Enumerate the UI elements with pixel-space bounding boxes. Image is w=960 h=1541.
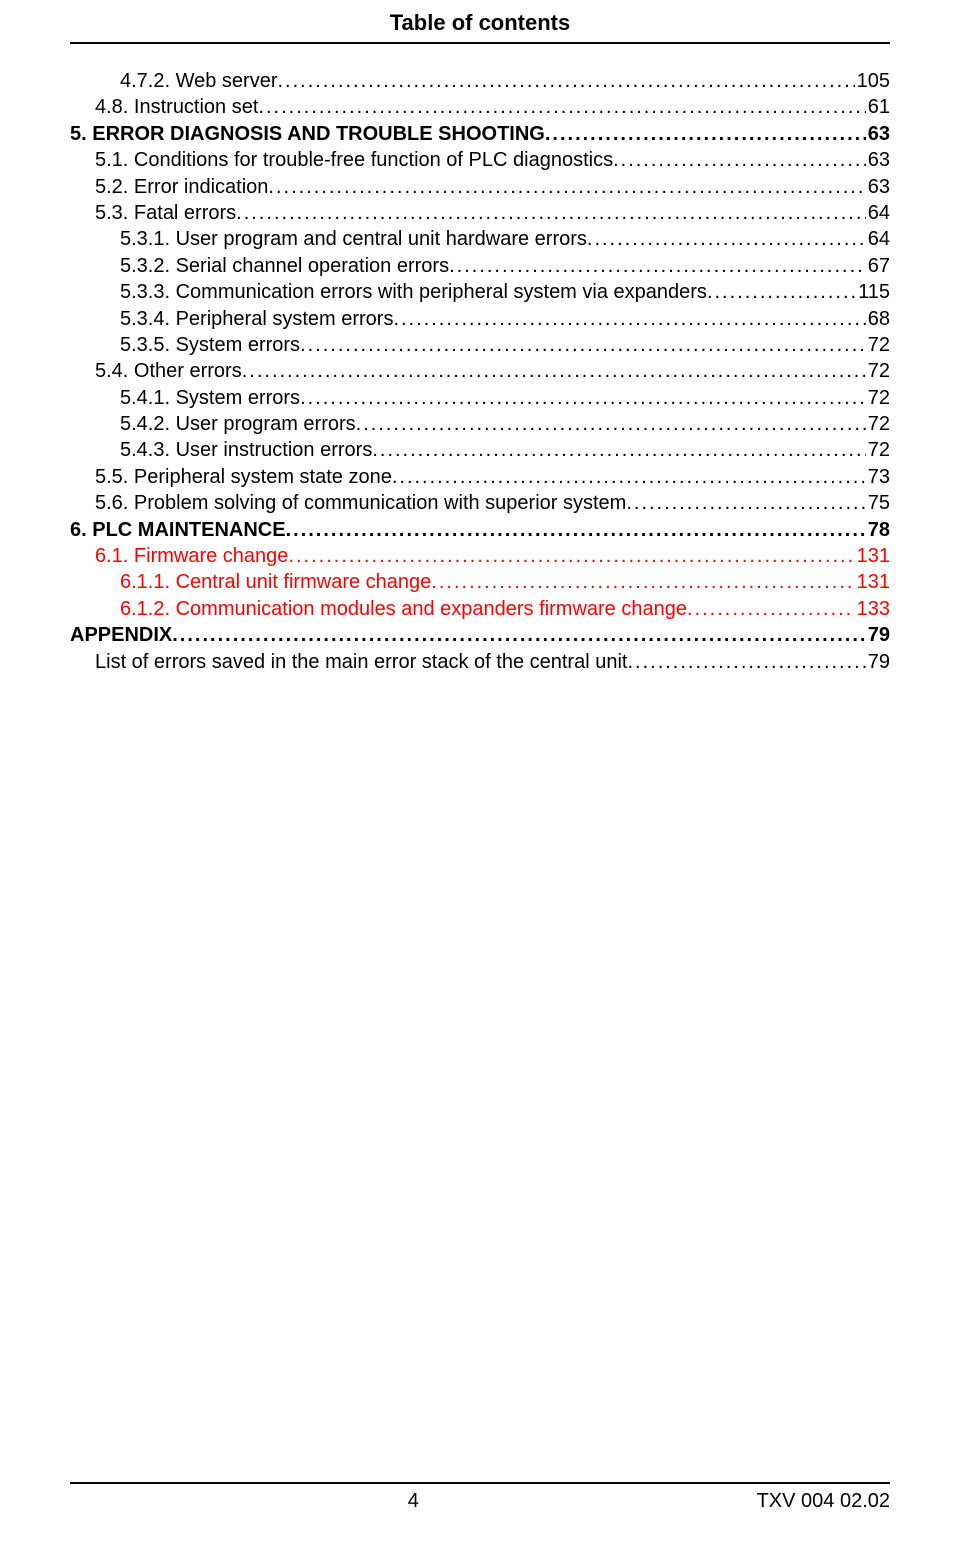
toc-leader-dots (393, 306, 865, 332)
toc-entry-label: 5.2. Error indication (95, 174, 268, 200)
toc-entry-label: 6. PLC MAINTENANCE (70, 517, 286, 543)
page: Table of contents 4.7.2. Web server1054.… (0, 0, 960, 1541)
toc-entry[interactable]: APPENDIX 79 (70, 622, 890, 648)
toc-entry[interactable]: 5.3.5. System errors 72 (70, 332, 890, 358)
toc-entry-page: 115 (856, 279, 890, 305)
footer-doc-code: TXV 004 02.02 (757, 1490, 890, 1513)
toc-entry[interactable]: 5. ERROR DIAGNOSIS AND TROUBLE SHOOTING 6… (70, 121, 890, 147)
toc-entry-page: 72 (866, 358, 890, 384)
toc-entry-page: 78 (866, 517, 890, 543)
toc-entry-label: 5.4.2. User program errors (120, 411, 356, 437)
toc-entry[interactable]: 5.3.2. Serial channel operation errors 67 (70, 253, 890, 279)
toc-leader-dots (545, 121, 866, 147)
toc-entry-label: 5.4. Other errors (95, 358, 242, 384)
toc-entry-page: 73 (866, 464, 890, 490)
table-of-contents: 4.7.2. Web server1054.8. Instruction set… (70, 68, 890, 675)
toc-entry-label: 5.3.5. System errors (120, 332, 300, 358)
toc-entry-label: APPENDIX (70, 622, 172, 648)
toc-entry[interactable]: 5.3.3. Communication errors with periphe… (70, 279, 890, 305)
toc-entry-page: 72 (866, 332, 890, 358)
toc-leader-dots (431, 569, 854, 595)
toc-entry[interactable]: 5.6. Problem solving of communication wi… (70, 490, 890, 516)
toc-entry-label: 5. ERROR DIAGNOSIS AND TROUBLE SHOOTING (70, 121, 545, 147)
toc-leader-dots (288, 543, 854, 569)
toc-entry-label: 5.4.3. User instruction errors (120, 437, 372, 463)
toc-entry-page: 131 (855, 569, 890, 595)
toc-leader-dots (613, 147, 866, 173)
toc-leader-dots (277, 68, 854, 94)
toc-entry-page: 72 (866, 385, 890, 411)
toc-entry-label: 4.7.2. Web server (120, 68, 277, 94)
toc-entry[interactable]: 6. PLC MAINTENANCE 78 (70, 517, 890, 543)
toc-entry-label: 5.6. Problem solving of communication wi… (95, 490, 626, 516)
toc-entry[interactable]: 5.3.4. Peripheral system errors 68 (70, 306, 890, 332)
toc-leader-dots (258, 94, 865, 120)
toc-leader-dots (268, 174, 865, 200)
toc-entry-label: 5.3. Fatal errors (95, 200, 236, 226)
toc-entry-page: 72 (866, 411, 890, 437)
toc-entry-page: 131 (855, 543, 890, 569)
toc-entry-page: 68 (866, 306, 890, 332)
toc-entry-label: 5.4.1. System errors (120, 385, 300, 411)
toc-entry[interactable]: 4.8. Instruction set 61 (70, 94, 890, 120)
toc-entry[interactable]: 4.7.2. Web server 105 (70, 68, 890, 94)
toc-entry-label: 5.3.4. Peripheral system errors (120, 306, 393, 332)
toc-entry-page: 72 (866, 437, 890, 463)
toc-leader-dots (687, 596, 855, 622)
toc-entry-page: 105 (855, 68, 890, 94)
toc-entry-page: 63 (866, 147, 890, 173)
toc-entry-label: 6.1.1. Central unit firmware change (120, 569, 431, 595)
toc-entry[interactable]: 5.5. Peripheral system state zone 73 (70, 464, 890, 490)
toc-entry-label: 6.1.2. Communication modules and expande… (120, 596, 687, 622)
toc-leader-dots (236, 200, 866, 226)
toc-leader-dots (300, 385, 866, 411)
toc-entry-label: 5.3.3. Communication errors with periphe… (120, 279, 707, 305)
toc-leader-dots (300, 332, 866, 358)
toc-leader-dots (286, 517, 866, 543)
toc-entry[interactable]: 5.3.1. User program and central unit har… (70, 226, 890, 252)
toc-entry[interactable]: 5.4. Other errors 72 (70, 358, 890, 384)
toc-leader-dots (392, 464, 866, 490)
toc-leader-dots (587, 226, 866, 252)
toc-entry[interactable]: List of errors saved in the main error s… (70, 649, 890, 675)
toc-entry-label: 4.8. Instruction set (95, 94, 258, 120)
page-title: Table of contents (390, 10, 571, 35)
toc-leader-dots (627, 649, 865, 675)
toc-entry[interactable]: 5.4.3. User instruction errors 72 (70, 437, 890, 463)
toc-entry-label: 6.1. Firmware change (95, 543, 288, 569)
toc-leader-dots (356, 411, 866, 437)
toc-entry-label: 5.5. Peripheral system state zone (95, 464, 392, 490)
toc-entry-label: 5.1. Conditions for trouble-free functio… (95, 147, 613, 173)
toc-entry-page: 63 (866, 174, 890, 200)
toc-entry-page: 133 (855, 596, 890, 622)
toc-entry[interactable]: 5.2. Error indication 63 (70, 174, 890, 200)
toc-entry[interactable]: 6.1.1. Central unit firmware change 131 (70, 569, 890, 595)
toc-leader-dots (449, 253, 866, 279)
toc-entry[interactable]: 5.4.2. User program errors 72 (70, 411, 890, 437)
page-header: Table of contents (70, 0, 890, 44)
toc-entry[interactable]: 5.3. Fatal errors 64 (70, 200, 890, 226)
toc-leader-dots (242, 358, 866, 384)
toc-entry-page: 61 (866, 94, 890, 120)
toc-entry[interactable]: 6.1. Firmware change 131 (70, 543, 890, 569)
toc-leader-dots (172, 622, 866, 648)
toc-entry[interactable]: 5.1. Conditions for trouble-free functio… (70, 147, 890, 173)
footer-page-number: 4 (408, 1490, 419, 1513)
toc-entry-label: List of errors saved in the main error s… (95, 649, 627, 675)
toc-entry-page: 64 (866, 200, 890, 226)
toc-entry-page: 79 (866, 622, 890, 648)
toc-entry-label: 5.3.1. User program and central unit har… (120, 226, 587, 252)
toc-entry-label: 5.3.2. Serial channel operation errors (120, 253, 449, 279)
toc-entry-page: 67 (866, 253, 890, 279)
toc-leader-dots (372, 437, 865, 463)
toc-entry[interactable]: 6.1.2. Communication modules and expande… (70, 596, 890, 622)
toc-entry[interactable]: 5.4.1. System errors 72 (70, 385, 890, 411)
toc-entry-page: 79 (866, 649, 890, 675)
page-footer: 4 TXV 004 02.02 (70, 1482, 890, 1513)
toc-entry-page: 75 (866, 490, 890, 516)
toc-entry-page: 64 (866, 226, 890, 252)
toc-entry-page: 63 (866, 121, 890, 147)
toc-leader-dots (707, 279, 856, 305)
toc-leader-dots (626, 490, 865, 516)
